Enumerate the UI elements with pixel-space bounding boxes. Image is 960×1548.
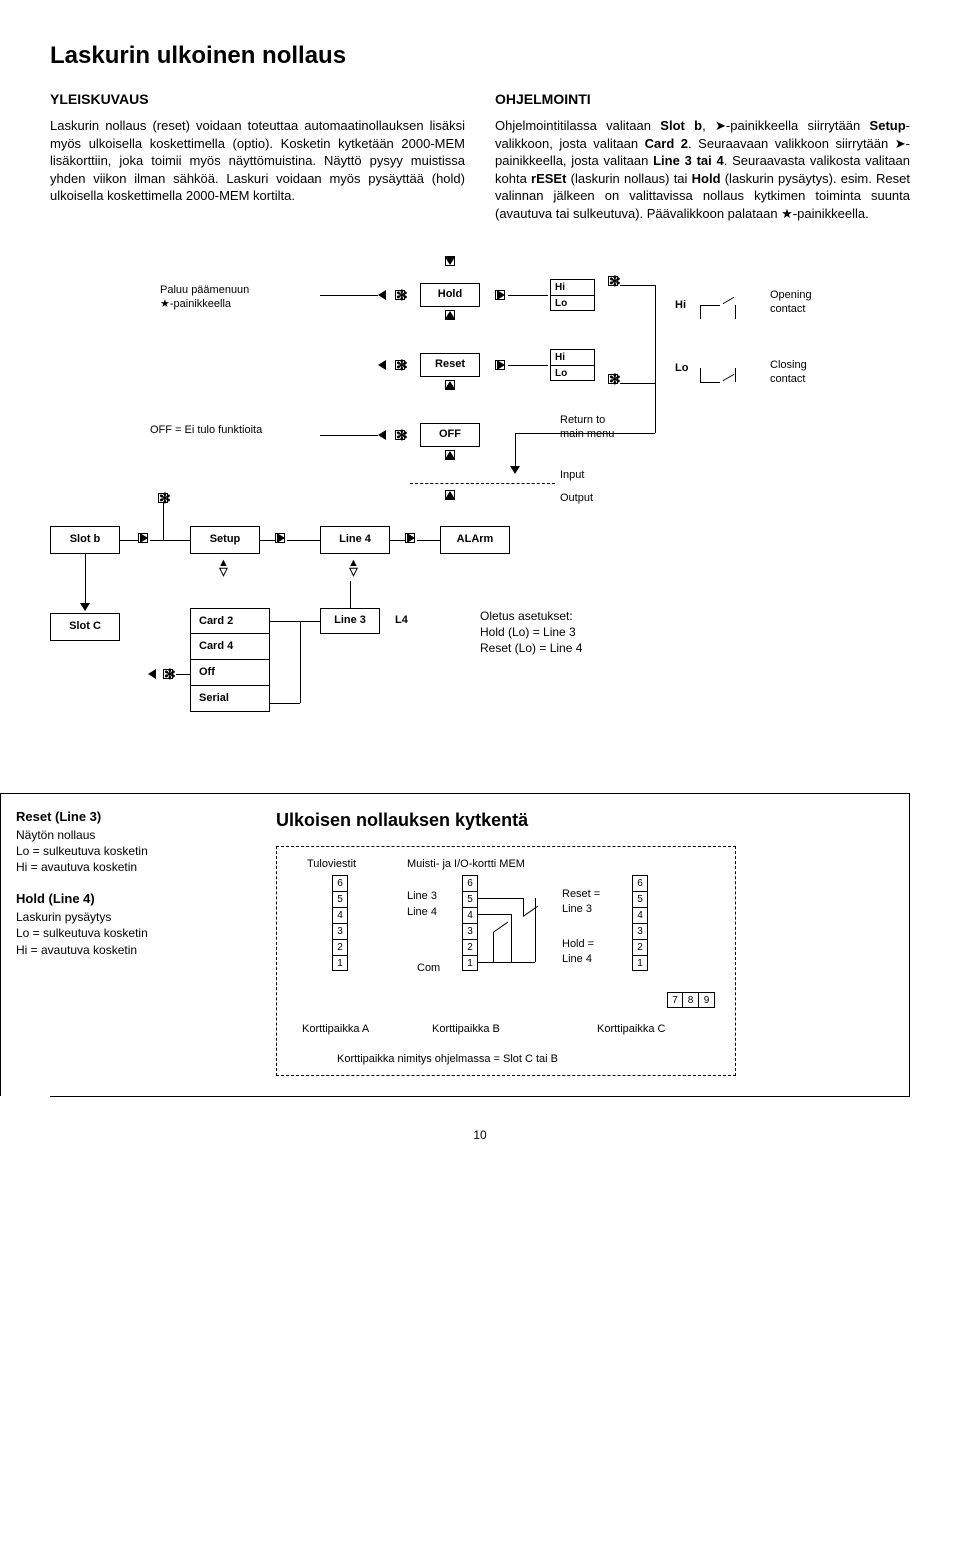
reset-line3-heading: Reset (Line 3) xyxy=(16,808,246,826)
defaults-text: Oletus asetukset: Hold (Lo) = Line 3 Res… xyxy=(480,608,582,657)
pin-col-b: 654321 xyxy=(462,875,478,971)
nav-arrow xyxy=(275,533,285,543)
return-label: Return to main menu xyxy=(560,413,614,443)
hold-line4-text: Laskurin pysäytys Lo = sulkeutuva kosket… xyxy=(16,909,246,958)
nav-arrow xyxy=(445,256,455,266)
card4-label: Card 4 xyxy=(191,634,269,660)
off-note: OFF = Ei tulo funktioita xyxy=(150,423,262,438)
arrow-icon xyxy=(80,603,90,611)
lo-legend: Lo xyxy=(675,361,688,376)
hi-lo-box: Hi Lo xyxy=(550,279,595,311)
slot-c-label: Korttipaikka C xyxy=(597,1022,665,1037)
card-stack: Card 2 Card 4 Off Serial xyxy=(190,608,270,712)
slot-note: Korttipaikka nimitys ohjelmassa = Slot C… xyxy=(337,1052,558,1067)
slot-a-label: Korttipaikka A xyxy=(302,1022,369,1037)
pin-col-c: 654321 xyxy=(632,875,648,971)
arrow-icon xyxy=(378,290,386,300)
hi-lo-box: Hi Lo xyxy=(550,349,595,381)
star-btn: ✻ xyxy=(395,360,405,370)
wiring-diagram: Tuloviestit Muisti- ja I/O-kortti MEM 65… xyxy=(276,846,736,1076)
off-label: Off xyxy=(191,660,269,686)
return-main-note: Paluu päämenuun ★-painikkeella xyxy=(160,283,300,313)
serial-label: Serial xyxy=(191,686,269,711)
nav-arrow xyxy=(405,533,415,543)
card2-label: Card 2 xyxy=(191,609,269,635)
line4-box: Line 4 xyxy=(320,526,390,554)
overview-col: YLEISKUVAUS Laskurin nollaus (reset) voi… xyxy=(50,90,465,222)
wiring-title: Ulkoisen nollauksen kytkentä xyxy=(276,808,891,832)
tulo-label: Tuloviestit xyxy=(307,857,356,872)
pins-789: 7 8 9 xyxy=(667,992,715,1008)
hi-label: Hi xyxy=(551,280,594,296)
star-btn: ✻ xyxy=(163,669,173,679)
nav-arrow xyxy=(495,290,505,300)
l4-label: L4 xyxy=(395,613,408,628)
reset-line3-text: Näytön nollaus Lo = sulkeutuva kosketin … xyxy=(16,827,246,876)
hold-eq-label: Hold = Line 4 xyxy=(562,937,594,967)
line4-pin-label: Line 4 xyxy=(407,905,437,920)
opening-contact: Opening contact xyxy=(770,288,812,318)
page-title: Laskurin ulkoinen nollaus xyxy=(50,40,910,72)
nav-arrow xyxy=(138,533,148,543)
com-label: Com xyxy=(417,961,440,976)
nav-arrow xyxy=(445,310,455,320)
hi-label: Hi xyxy=(551,350,594,366)
nav-arrow xyxy=(445,450,455,460)
star-btn: ✻ xyxy=(158,493,168,503)
muisti-label: Muisti- ja I/O-kortti MEM xyxy=(407,857,525,872)
hold-line4-heading: Hold (Line 4) xyxy=(16,890,246,908)
menu-diagram: Paluu päämenuun ★-painikkeella OFF = Ei … xyxy=(50,243,910,743)
up-down-icon: ▲▽ xyxy=(348,559,359,577)
lo-label: Lo xyxy=(551,366,594,382)
arrow-icon xyxy=(378,360,386,370)
up-down-icon: ▲▽ xyxy=(218,559,229,577)
setup-box: Setup xyxy=(190,526,260,554)
overview-heading: YLEISKUVAUS xyxy=(50,90,465,109)
line3-pin-label: Line 3 xyxy=(407,889,437,904)
page-number: 10 xyxy=(50,1127,910,1143)
pin-col-a: 654321 xyxy=(332,875,348,971)
input-label: Input xyxy=(560,468,584,483)
hold-box: Hold xyxy=(420,283,480,307)
star-btn: ✻ xyxy=(395,430,405,440)
line3-box: Line 3 xyxy=(320,608,380,634)
closing-contact: Closing contact xyxy=(770,358,807,388)
slot-c-box: Slot C xyxy=(50,613,120,641)
nav-arrow xyxy=(445,380,455,390)
star-btn: ✻ xyxy=(395,290,405,300)
slot-b-box: Slot b xyxy=(50,526,120,554)
lo-label: Lo xyxy=(551,296,594,312)
programming-text: Ohjelmointitilassa valitaan Slot b, ➤-pa… xyxy=(495,117,910,222)
programming-heading: OHJELMOINTI xyxy=(495,90,910,109)
arrow-icon xyxy=(378,430,386,440)
nav-arrow xyxy=(495,360,505,370)
reset-box: Reset xyxy=(420,353,480,377)
star-btn: ✻ xyxy=(608,276,618,286)
alarm-box: ALArm xyxy=(440,526,510,554)
star-btn: ✻ xyxy=(608,374,618,384)
output-label: Output xyxy=(560,491,593,506)
arrow-icon xyxy=(510,466,520,474)
programming-col: OHJELMOINTI Ohjelmointitilassa valitaan … xyxy=(495,90,910,222)
slot-b-label: Korttipaikka B xyxy=(432,1022,500,1037)
hi-legend: Hi xyxy=(675,298,686,313)
intro-columns: YLEISKUVAUS Laskurin nollaus (reset) voi… xyxy=(50,90,910,222)
wiring-section: Reset (Line 3) Näytön nollaus Lo = sulke… xyxy=(0,793,910,1097)
overview-text: Laskurin nollaus (reset) voidaan toteutt… xyxy=(50,117,465,205)
reset-eq-label: Reset = Line 3 xyxy=(562,887,600,917)
nav-arrow xyxy=(445,490,455,500)
off-box: OFF xyxy=(420,423,480,447)
arrow-icon xyxy=(148,669,156,679)
